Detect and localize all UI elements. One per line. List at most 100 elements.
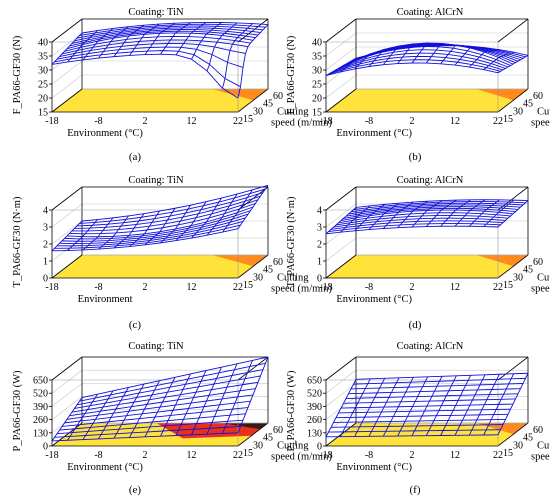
surface-line xyxy=(76,192,264,227)
z-tick-label: 390 xyxy=(33,402,48,413)
surface-line xyxy=(325,225,499,235)
y-axis-title-line2: speed (m/min) xyxy=(271,118,332,129)
z-tick-label: 1 xyxy=(317,257,322,268)
box-edge xyxy=(325,356,357,381)
x-tick-label: 22 xyxy=(493,450,503,461)
x-tick-label: 22 xyxy=(233,282,243,293)
panel-title: Coating: TiN xyxy=(128,7,184,18)
z-tick-label: 25 xyxy=(312,80,322,91)
box-edge xyxy=(237,356,269,381)
x-tick-label: -18 xyxy=(319,116,332,127)
x-tick-label: 2 xyxy=(410,450,415,461)
surface-line xyxy=(222,189,253,233)
surface-line xyxy=(350,383,524,390)
z-tick-label: 390 xyxy=(307,402,322,413)
contour-base xyxy=(52,255,268,278)
contour-band xyxy=(221,423,268,430)
z-tick-label: 2 xyxy=(317,240,322,251)
contour-band xyxy=(212,89,268,101)
z-axis-title: F_PA66-GF30 (N) xyxy=(12,35,23,114)
y-tick-label: 15 xyxy=(243,114,253,125)
z-tick-label: 260 xyxy=(307,415,322,426)
z-axis-title: T_PA66-GF30 (N·m) xyxy=(286,196,297,287)
y-tick-label: 45 xyxy=(263,433,273,444)
z-tick-label: 0 xyxy=(43,274,48,285)
x-tick-label: 22 xyxy=(493,282,503,293)
y-tick-label: 45 xyxy=(263,99,273,110)
surface-line xyxy=(51,220,83,252)
z-tick-label: 15 xyxy=(312,108,322,119)
panel-title: Coating: TiN xyxy=(128,175,184,186)
y-axis-title-line1: Cutting xyxy=(537,273,550,284)
y-tick-label: 15 xyxy=(243,280,253,291)
surface-line xyxy=(483,51,514,70)
y-tick-label: 30 xyxy=(253,440,263,451)
z-tick-label: 4 xyxy=(317,206,322,217)
x-tick-label: -8 xyxy=(94,450,102,461)
z-tick-label: 650 xyxy=(33,376,48,387)
z-tick-label: 35 xyxy=(38,52,48,63)
panel-label: (a) xyxy=(129,151,142,163)
surface-line xyxy=(222,360,253,434)
box-edge xyxy=(497,422,529,447)
y-axis-title-line1: Cutting xyxy=(277,273,309,284)
x-tick-label: 2 xyxy=(143,282,148,293)
surface-line xyxy=(237,24,269,99)
panel-label: (c) xyxy=(129,319,142,331)
surface-line xyxy=(79,23,266,37)
y-tick-label: 30 xyxy=(253,106,263,117)
surface-line xyxy=(350,202,524,213)
surface-line xyxy=(79,362,266,402)
surface-line xyxy=(237,185,269,229)
y-tick-label: 15 xyxy=(243,448,253,459)
panel-title: Coating: TiN xyxy=(128,341,184,352)
x-tick-label: 12 xyxy=(187,450,197,461)
y-tick-label: 60 xyxy=(533,257,543,268)
contour-band xyxy=(476,423,528,435)
x-tick-label: 2 xyxy=(410,116,415,127)
x-axis-title: Environment (°C) xyxy=(336,462,412,473)
surface-line xyxy=(497,373,529,436)
surface-line xyxy=(348,388,521,395)
y-axis-title-line2: speed (m/min) xyxy=(271,452,332,463)
y-tick-label: 30 xyxy=(513,106,523,117)
z-tick-label: 650 xyxy=(307,376,322,387)
x-tick-label: -18 xyxy=(45,116,58,127)
z-tick-label: 1 xyxy=(43,257,48,268)
x-tick-label: -18 xyxy=(319,282,332,293)
surface-line xyxy=(497,200,529,228)
surface-line xyxy=(81,21,269,34)
z-tick-label: 40 xyxy=(312,38,322,49)
surface-line xyxy=(81,356,269,399)
panel-title: Coating: AlCrN xyxy=(397,175,464,186)
z-tick-label: 520 xyxy=(307,389,322,400)
x-tick-label: 12 xyxy=(450,116,460,127)
panel-title: Coating: AlCrN xyxy=(397,7,464,18)
z-tick-label: 3 xyxy=(43,223,48,234)
z-tick-label: 520 xyxy=(33,389,48,400)
panel-title: Coating: AlCrN xyxy=(397,341,464,352)
z-tick-label: 20 xyxy=(38,94,48,105)
y-tick-label: 60 xyxy=(273,425,283,436)
contour-band xyxy=(476,89,528,101)
x-tick-label: 2 xyxy=(143,450,148,461)
y-tick-label: 60 xyxy=(273,257,283,268)
grid-line xyxy=(51,356,268,381)
surface-line xyxy=(76,369,264,406)
surface-line xyxy=(76,25,264,39)
x-tick-label: 2 xyxy=(143,116,148,127)
grid-line xyxy=(51,369,268,394)
x-tick-label: -8 xyxy=(365,450,373,461)
surface-line xyxy=(483,373,515,436)
z-tick-label: 260 xyxy=(33,415,48,426)
y-axis-title-line2: speed (m/min) xyxy=(531,118,550,129)
panel-label: (b) xyxy=(409,151,422,163)
box-edge xyxy=(497,356,529,381)
z-tick-label: 2 xyxy=(43,240,48,251)
z-tick-label: 25 xyxy=(38,80,48,91)
x-tick-label: -18 xyxy=(45,282,58,293)
